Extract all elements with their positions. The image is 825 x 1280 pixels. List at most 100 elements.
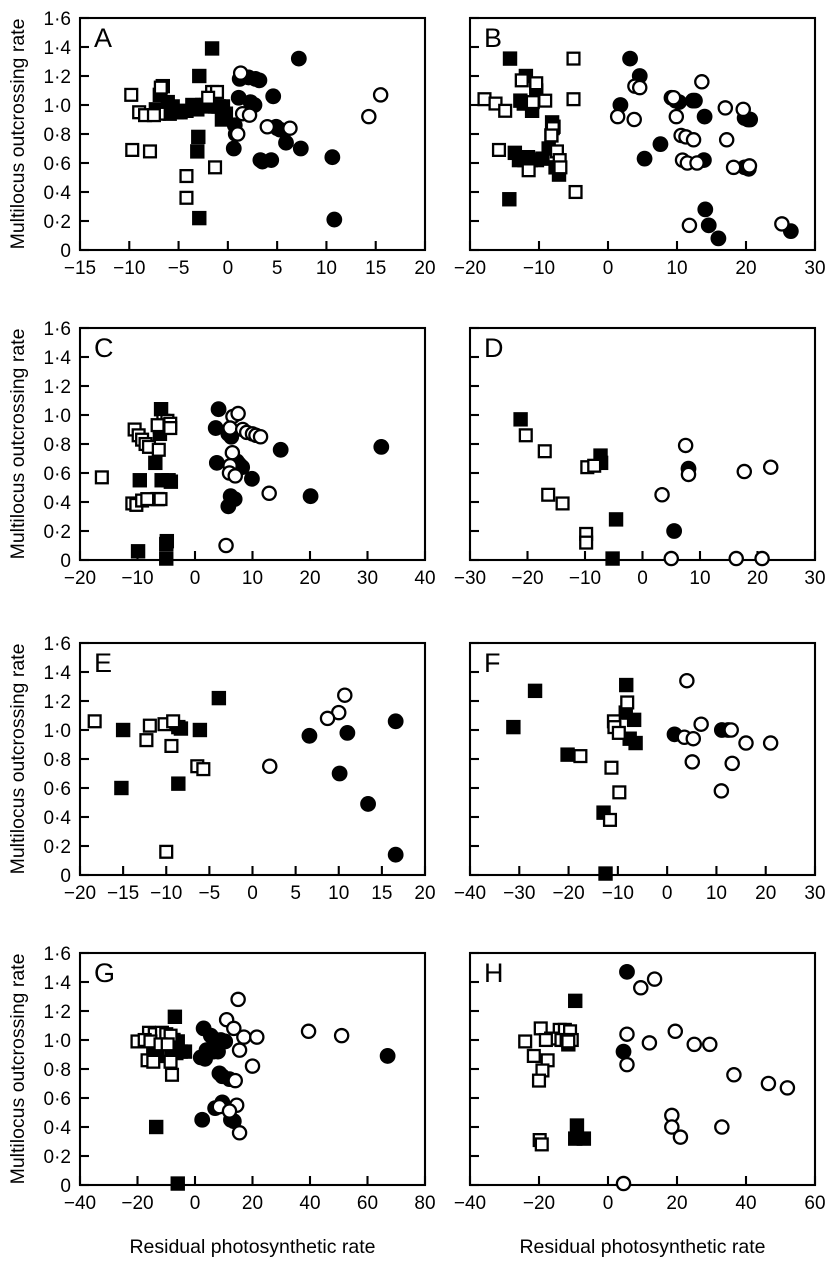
series-filled-circle bbox=[301, 713, 404, 863]
data-point bbox=[204, 41, 220, 56]
data-point bbox=[153, 80, 168, 95]
data-point bbox=[234, 421, 251, 438]
data-point bbox=[170, 1176, 185, 1191]
data-point bbox=[685, 730, 702, 747]
data-point bbox=[537, 444, 552, 459]
data-point bbox=[159, 536, 174, 552]
series-filled-square bbox=[114, 690, 227, 796]
data-point bbox=[209, 84, 225, 100]
data-point bbox=[676, 729, 693, 746]
data-point bbox=[568, 993, 583, 1009]
data-point bbox=[779, 1080, 796, 1096]
data-point bbox=[228, 1097, 245, 1114]
y-tick-label: 1·4 bbox=[44, 348, 72, 369]
data-point bbox=[198, 1042, 215, 1059]
series-open-circle bbox=[218, 405, 277, 554]
data-point bbox=[247, 71, 264, 87]
data-point bbox=[568, 184, 583, 200]
data-point bbox=[513, 93, 528, 108]
x-tick-label: −20 bbox=[454, 258, 486, 279]
data-point bbox=[150, 1048, 165, 1064]
data-point bbox=[507, 145, 523, 161]
data-point bbox=[518, 68, 534, 84]
data-point bbox=[252, 152, 269, 169]
y-tick-label: 1·4 bbox=[44, 973, 72, 994]
data-point bbox=[668, 108, 685, 125]
x-tick-label: 10 bbox=[706, 883, 727, 904]
x-tick-label: −20 bbox=[511, 568, 543, 589]
data-point bbox=[679, 672, 695, 689]
data-point bbox=[728, 550, 744, 567]
data-point bbox=[667, 92, 684, 109]
data-point bbox=[774, 216, 790, 232]
data-point bbox=[622, 50, 638, 67]
x-axis-title: Residual photosynthetic rate bbox=[519, 1236, 765, 1258]
data-point bbox=[240, 69, 257, 86]
data-point bbox=[697, 201, 714, 218]
data-point bbox=[626, 712, 642, 728]
data-point bbox=[324, 149, 341, 166]
data-point bbox=[205, 84, 220, 100]
data-point bbox=[214, 1094, 231, 1111]
data-point bbox=[156, 1034, 171, 1049]
plot-frame bbox=[78, 641, 427, 877]
data-point bbox=[138, 436, 153, 452]
data-point bbox=[231, 456, 248, 473]
x-tick-label: 15 bbox=[371, 883, 392, 904]
y-tick-label: 1·0 bbox=[44, 1031, 71, 1052]
data-point bbox=[198, 97, 214, 113]
x-tick-label: −40 bbox=[454, 1193, 486, 1214]
data-point bbox=[636, 150, 653, 167]
data-point bbox=[190, 102, 205, 117]
plot-frame bbox=[78, 16, 427, 252]
data-point bbox=[714, 1119, 730, 1135]
data-point bbox=[227, 468, 243, 484]
data-point bbox=[179, 103, 194, 119]
x-tick-label: 20 bbox=[299, 568, 320, 589]
x-tick-label: 30 bbox=[357, 568, 378, 589]
data-point bbox=[538, 1032, 553, 1048]
data-point bbox=[152, 419, 168, 434]
data-point bbox=[115, 722, 131, 738]
data-point bbox=[553, 160, 568, 175]
data-point bbox=[222, 488, 239, 505]
data-point bbox=[627, 78, 643, 94]
data-point bbox=[162, 106, 177, 121]
x-tick-label: 20 bbox=[242, 1193, 263, 1214]
data-point bbox=[677, 437, 694, 454]
x-tick-label: 40 bbox=[299, 1193, 320, 1214]
data-point bbox=[620, 695, 635, 710]
y-tick-label: 0·6 bbox=[44, 779, 71, 800]
data-point bbox=[131, 428, 146, 443]
data-point bbox=[702, 1036, 718, 1053]
data-point bbox=[531, 1073, 547, 1088]
data-point bbox=[724, 755, 740, 772]
data-point bbox=[169, 1045, 184, 1061]
data-point bbox=[579, 526, 594, 541]
data-point bbox=[156, 413, 171, 428]
data-point bbox=[674, 152, 691, 168]
data-point bbox=[696, 152, 712, 169]
data-point bbox=[210, 1043, 226, 1060]
series-filled-square bbox=[506, 677, 643, 881]
data-point bbox=[147, 1027, 162, 1042]
data-point bbox=[302, 488, 319, 505]
x-tick-label: 10 bbox=[328, 883, 349, 904]
data-point bbox=[569, 1118, 585, 1133]
data-point bbox=[717, 100, 734, 116]
data-point bbox=[160, 1037, 175, 1052]
data-point bbox=[331, 765, 348, 782]
series-filled-circle bbox=[612, 50, 799, 247]
data-point bbox=[339, 725, 356, 741]
data-point bbox=[524, 103, 540, 119]
y-tick-label: 0·4 bbox=[44, 493, 72, 514]
y-tick-label: 0·2 bbox=[44, 837, 71, 858]
x-tick-label: −15 bbox=[64, 258, 96, 279]
data-point bbox=[723, 722, 739, 738]
x-tick-label: −20 bbox=[552, 883, 584, 904]
y-tick-label: 0·6 bbox=[44, 464, 71, 485]
data-point bbox=[161, 1034, 177, 1049]
data-point bbox=[152, 87, 168, 103]
